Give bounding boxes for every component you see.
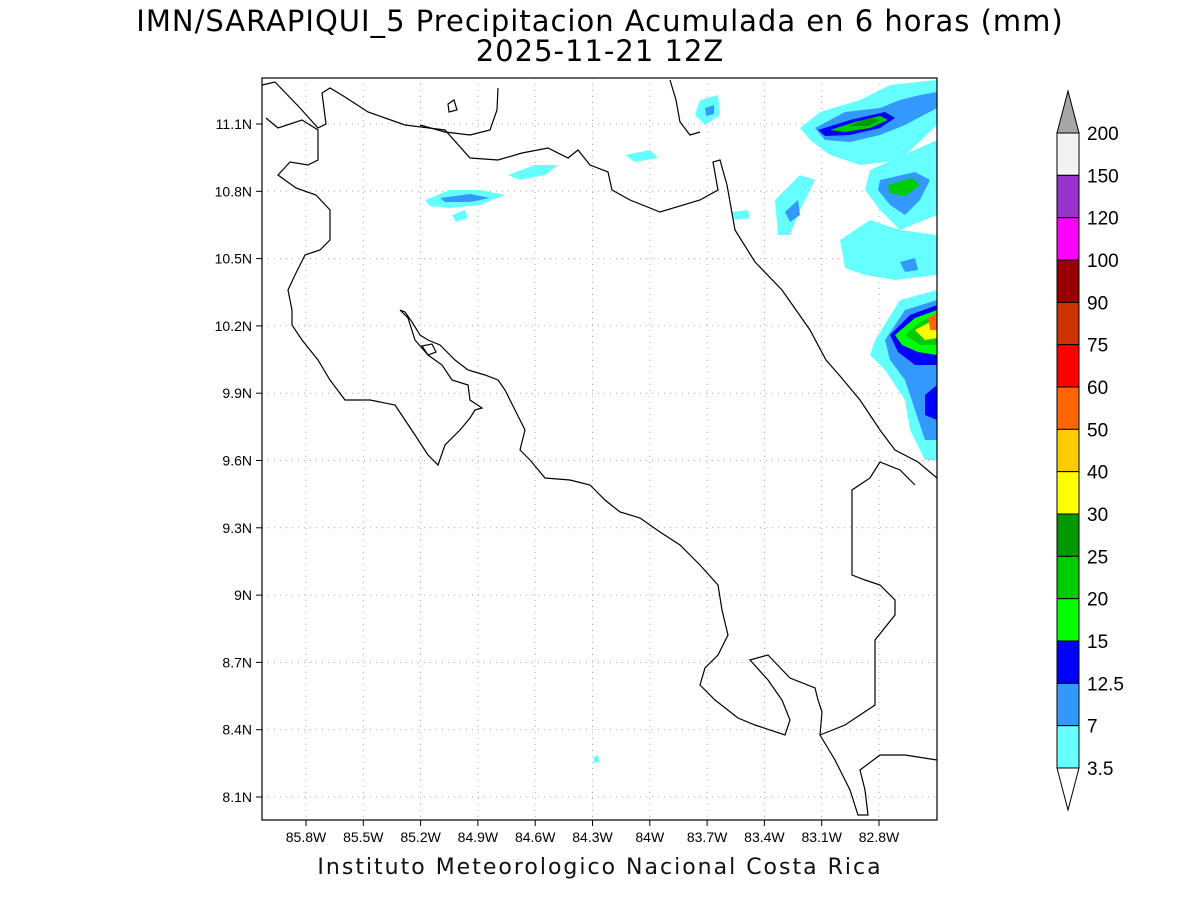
longitude-axis: 85.8W 85.5W 85.2W 84.9W 84.6W 84.3W 84W 83.7W 83… (286, 820, 900, 845)
precip-cell-ne-5-b (705, 105, 714, 116)
precip-cell-w-1-b (440, 194, 490, 202)
lat-tick-label: 9.6N (222, 453, 252, 469)
colorbar-label: 75 (1087, 336, 1108, 357)
colorbar-label: 40 (1087, 463, 1108, 484)
colorbar-swatch (1056, 386, 1080, 430)
lon-tick-label: 85.8W (286, 829, 327, 845)
colorbar-label: 12.5 (1087, 674, 1124, 695)
colorbar-top-arrow (1056, 89, 1080, 134)
lon-tick-label: 82.8W (859, 829, 900, 845)
lat-tick-label: 9.3N (222, 520, 252, 536)
lon-tick-label: 84.9W (458, 829, 499, 845)
colorbar-swatch (1056, 598, 1080, 642)
lat-tick-label: 9N (234, 587, 252, 603)
map-datetime: 2025-11-21 12Z (475, 34, 725, 68)
lon-tick-label: 84.6W (515, 829, 556, 845)
coastline (262, 79, 937, 816)
colorbar-label: 50 (1087, 420, 1108, 441)
map-gridlines (262, 78, 937, 820)
precipitation-field (425, 80, 937, 763)
precip-cell-ne-2-c (888, 178, 920, 196)
colorbar-label: 30 (1087, 505, 1108, 526)
latitude-axis: 11.1N 10.8N 10.5N 10.2N 9.9N 9.6N 9.3N 9N 8.7N 8.… (215, 116, 262, 805)
lat-tick-label: 8.4N (222, 722, 252, 738)
precip-cell-ne-4-b (900, 258, 918, 272)
colorbar-label: 60 (1087, 378, 1108, 399)
precip-cell-c-1 (625, 150, 658, 162)
precip-cell-e-1-g (928, 313, 937, 330)
colorbar-label: 90 (1087, 293, 1108, 314)
colorbar-swatch (1056, 513, 1080, 557)
colorbar-swatch (1056, 555, 1080, 600)
colorbar-label: 200 (1087, 124, 1119, 145)
colorbar-label: 15 (1087, 632, 1108, 653)
precip-cell-s-1 (594, 755, 599, 763)
colorbar-label: 120 (1087, 209, 1119, 230)
precip-cell-c-2 (732, 210, 750, 220)
precip-cell-ne-4 (840, 220, 937, 280)
precip-cell-ne-3-b (785, 200, 800, 222)
lon-tick-label: 84.3W (572, 829, 613, 845)
precip-cell-ne-1-e (848, 118, 880, 126)
colorbar-swatch (1056, 428, 1080, 473)
lat-tick-label: 10.8N (215, 183, 252, 199)
lat-tick-label: 8.7N (222, 654, 252, 670)
colorbar-swatch (1056, 725, 1080, 769)
lon-tick-label: 84W (635, 829, 665, 845)
lat-tick-label: 10.5N (215, 251, 252, 267)
colorbar-label: 150 (1087, 166, 1119, 187)
lat-tick-label: 10.2N (215, 318, 252, 334)
colorbar-swatch (1056, 132, 1080, 176)
colorbar-bottom-arrow (1056, 767, 1080, 812)
colorbar-swatch (1056, 259, 1080, 303)
colorbar-label: 25 (1087, 547, 1108, 568)
colorbar-label: 7 (1087, 717, 1098, 738)
footer-institution: Instituto Meteorologico Nacional Costa R… (317, 855, 883, 880)
colorbar-swatch (1056, 174, 1080, 219)
colorbar-label: 3.5 (1087, 759, 1113, 780)
lon-tick-label: 83.7W (687, 829, 728, 845)
map-frame (261, 77, 938, 821)
map-title: IMN/SARAPIQUI_5 Precipitacion Acumulada … (136, 4, 1064, 38)
colorbar-swatch (1056, 217, 1080, 261)
colorbar-label: 100 (1087, 251, 1119, 272)
lon-tick-label: 83.1W (801, 829, 842, 845)
colorbar-label: 20 (1087, 590, 1108, 611)
lon-tick-label: 85.5W (343, 829, 384, 845)
lon-tick-label: 85.2W (400, 829, 441, 845)
lat-tick-label: 9.9N (222, 385, 252, 401)
lat-tick-label: 8.1N (222, 789, 252, 805)
colorbar-swatch (1056, 344, 1080, 388)
colorbar-swatch (1056, 471, 1080, 515)
colorbar-swatch (1056, 640, 1080, 684)
colorbar-legend: 200 150 120 100 90 75 60 50 40 30 25 20 15 12.5 7 3.5 (1056, 89, 1124, 812)
precip-cell-w-2 (508, 165, 558, 180)
precip-cell-e-2 (925, 385, 937, 420)
colorbar-swatch (1056, 301, 1080, 346)
lon-tick-label: 83.4W (744, 829, 785, 845)
lat-tick-label: 11.1N (216, 116, 252, 132)
colorbar-swatch (1056, 682, 1080, 727)
precip-cell-w-3 (452, 210, 468, 222)
